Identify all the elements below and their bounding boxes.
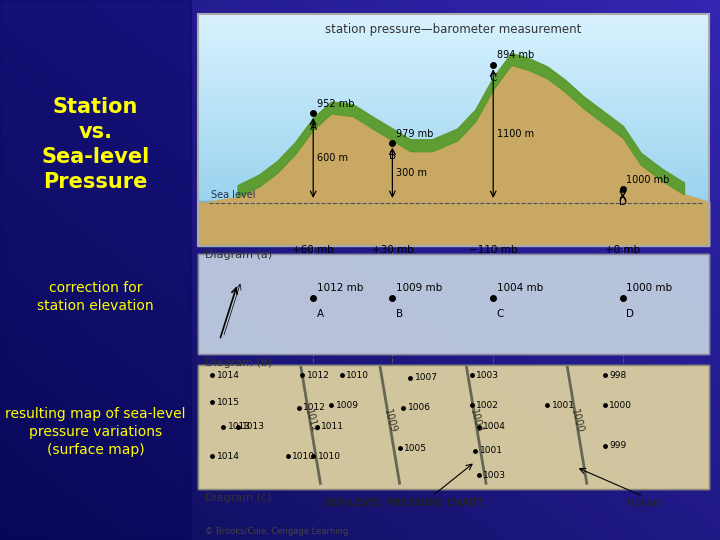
Text: 1002: 1002 <box>476 401 499 409</box>
Bar <box>198 14 709 246</box>
Text: 1009 mb: 1009 mb <box>396 283 442 293</box>
Text: A: A <box>317 309 324 319</box>
Text: 979 mb: 979 mb <box>396 129 433 139</box>
Text: station pressure—barometer measurement: station pressure—barometer measurement <box>325 23 582 36</box>
Text: 1003: 1003 <box>483 471 506 480</box>
Text: 1000: 1000 <box>609 401 632 409</box>
Bar <box>0 0 191 540</box>
Text: correction for
station elevation: correction for station elevation <box>37 281 153 313</box>
Text: 1015: 1015 <box>217 398 240 407</box>
Text: 952 mb: 952 mb <box>317 99 354 109</box>
Text: −110 mb: −110 mb <box>469 245 518 255</box>
Text: 998: 998 <box>609 371 626 380</box>
Text: 1000 mb: 1000 mb <box>626 174 670 185</box>
Text: SEA-LEVEL PRESSURE CHART: SEA-LEVEL PRESSURE CHART <box>323 498 483 509</box>
Text: 1100 m: 1100 m <box>497 129 534 139</box>
Text: C: C <box>490 73 497 83</box>
Text: 1007: 1007 <box>415 374 438 382</box>
Bar <box>198 254 709 354</box>
Text: +60 mb: +60 mb <box>292 245 334 255</box>
Text: A: A <box>310 122 317 132</box>
Text: 1010: 1010 <box>346 371 369 380</box>
Text: 1012: 1012 <box>303 403 326 412</box>
Bar <box>198 254 709 354</box>
Bar <box>198 364 709 489</box>
Text: 894 mb: 894 mb <box>497 50 534 60</box>
Text: Station
vs.
Sea-level
Pressure: Station vs. Sea-level Pressure <box>41 97 150 192</box>
Text: 1013: 1013 <box>228 422 251 431</box>
Text: B: B <box>389 151 396 161</box>
Text: 1001: 1001 <box>480 447 503 455</box>
Text: Isobars: Isobars <box>627 498 662 509</box>
Text: 1013: 1013 <box>242 422 265 431</box>
Text: 1004 mb: 1004 mb <box>497 283 543 293</box>
Text: 1000 mb: 1000 mb <box>626 283 672 293</box>
Text: 1000: 1000 <box>569 408 585 434</box>
Text: 1005: 1005 <box>404 444 427 453</box>
Text: C: C <box>497 309 504 319</box>
Text: 1010: 1010 <box>292 452 315 461</box>
Text: 1004: 1004 <box>483 422 506 431</box>
Text: D: D <box>619 197 627 207</box>
Text: 300 m: 300 m <box>396 168 427 178</box>
Text: 1011: 1011 <box>321 422 344 431</box>
Bar <box>198 364 709 489</box>
Text: © Brooks/Cole, Cengage Learning: © Brooks/Cole, Cengage Learning <box>205 526 348 536</box>
Text: 1012: 1012 <box>307 371 330 380</box>
Text: 1004: 1004 <box>468 408 485 434</box>
Text: 1014: 1014 <box>217 452 240 461</box>
Text: 999: 999 <box>609 441 626 450</box>
Text: 1006: 1006 <box>408 403 431 412</box>
Text: Diagram (a): Diagram (a) <box>205 250 272 260</box>
Text: 600 m: 600 m <box>317 153 348 163</box>
Text: +0 mb: +0 mb <box>606 245 640 255</box>
Text: B: B <box>396 309 403 319</box>
Text: +30 mb: +30 mb <box>372 245 413 255</box>
Text: 1001: 1001 <box>552 401 575 409</box>
Text: 1003: 1003 <box>476 371 499 380</box>
Text: Sea level: Sea level <box>211 190 256 200</box>
Text: 1014: 1014 <box>217 371 240 380</box>
Text: 1010: 1010 <box>318 452 341 461</box>
Text: resulting map of sea-level
pressure variations
(surface map): resulting map of sea-level pressure vari… <box>5 407 186 457</box>
Text: 1009: 1009 <box>382 408 398 434</box>
Text: Diagram (b): Diagram (b) <box>205 358 272 368</box>
Text: 1012 mb: 1012 mb <box>317 283 363 293</box>
Text: 1012: 1012 <box>302 408 319 434</box>
Text: Diagram (c): Diagram (c) <box>205 493 271 503</box>
Text: 1009: 1009 <box>336 401 359 409</box>
Text: D: D <box>626 309 634 319</box>
